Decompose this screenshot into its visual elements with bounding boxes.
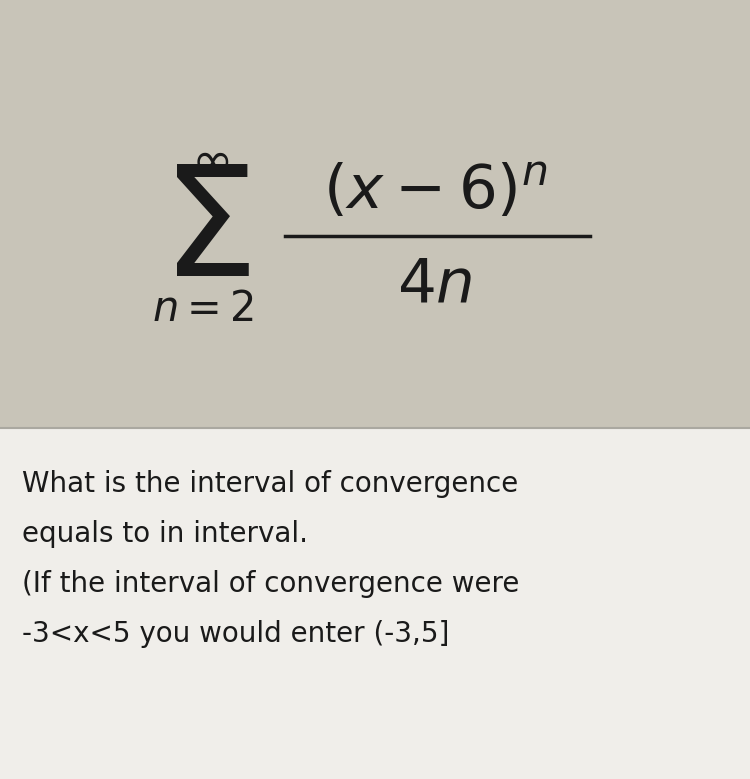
Text: What is the interval of convergence: What is the interval of convergence [22,471,518,499]
Text: $\Sigma$: $\Sigma$ [160,160,249,308]
Text: $(x-6)^n$: $(x-6)^n$ [322,162,548,222]
Text: (If the interval of convergence were: (If the interval of convergence were [22,570,519,598]
Text: -3<x<5 you would enter (-3,5]: -3<x<5 you would enter (-3,5] [22,620,449,648]
Text: $n{=}2$: $n{=}2$ [152,288,254,330]
Bar [0,428,750,779]
Bar [0,0,750,428]
Text: equals to in interval.: equals to in interval. [22,520,308,548]
Text: $4n$: $4n$ [398,254,472,314]
Text: $\infty$: $\infty$ [190,138,230,187]
